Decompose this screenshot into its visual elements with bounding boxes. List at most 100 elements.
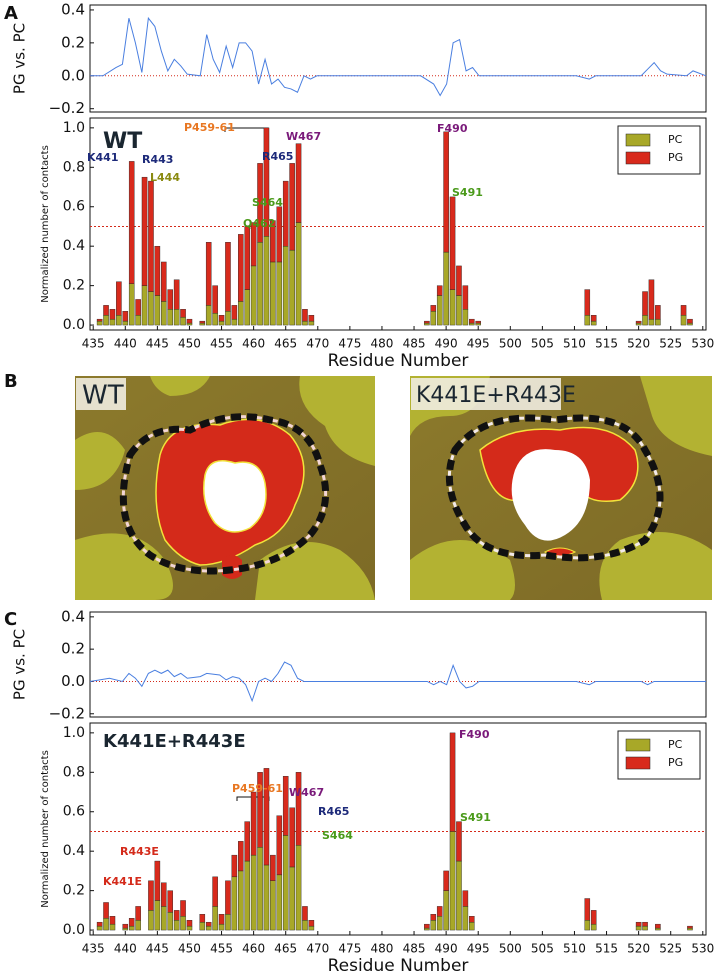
annotation: W467 (289, 786, 324, 799)
bar-segment (276, 874, 283, 931)
bar-segment (186, 925, 193, 931)
bar-segment (635, 921, 642, 927)
bar-segment (186, 920, 193, 927)
bar-segment (128, 918, 135, 927)
bar-segment (469, 921, 475, 931)
bar-segment (173, 309, 180, 326)
y-tick-label: 0.8 (63, 159, 85, 175)
bar-segment (289, 163, 295, 251)
bar-segment (244, 821, 250, 862)
bar-segment (244, 289, 250, 326)
bar-segment (199, 921, 206, 931)
legend-box (617, 730, 701, 780)
bar-segment (250, 854, 257, 931)
bar-segment (424, 320, 430, 324)
annotation: K441 (87, 151, 119, 164)
bar-segment (218, 320, 225, 326)
bar-segment (250, 791, 257, 856)
plot-frame (89, 722, 707, 936)
bar-segment (225, 880, 231, 915)
x-tick-label: 475 (338, 942, 361, 956)
bar-segment (212, 285, 218, 314)
bar-segment (443, 251, 449, 326)
bar-segment (642, 921, 648, 927)
annotation: F490 (459, 728, 490, 741)
bar-segment (148, 910, 154, 931)
bar-segment (257, 242, 263, 326)
bar-segment (648, 279, 655, 320)
x-axis-label: Residue Number (328, 351, 469, 371)
bar-segment (161, 906, 167, 931)
legend-label: PG (668, 151, 683, 164)
bar-segment (680, 315, 687, 326)
bar-segment (257, 772, 263, 848)
data-line (90, 16, 707, 97)
bar-segment (295, 143, 302, 223)
bar-segment (231, 305, 238, 320)
y-tick-label: 0.2 (63, 278, 85, 294)
x-tick-label: 480 (371, 942, 394, 956)
x-tick-label: 475 (338, 337, 361, 351)
legend-label: PG (668, 756, 683, 769)
x-tick-label: 485 (403, 942, 426, 956)
bar-segment (282, 180, 289, 247)
y-tick-label: 0.2 (61, 640, 85, 658)
bar-segment (154, 245, 161, 296)
bar-segment (96, 318, 103, 322)
bar-segment (642, 925, 648, 931)
bar-segment (308, 925, 315, 931)
x-axis-label: Residue Number (328, 956, 469, 971)
bar-segment (635, 925, 642, 931)
legend-label: PC (668, 133, 683, 146)
bar-segment (462, 309, 469, 326)
bar-segment (122, 311, 129, 322)
y-tick-label: 0.0 (61, 66, 85, 84)
bar-segment (231, 876, 238, 931)
bar-segment (449, 831, 456, 931)
x-tick-label: 530 (691, 337, 714, 351)
bar-segment (456, 860, 462, 931)
bar-segment (680, 305, 687, 316)
bar-segment (456, 295, 462, 326)
bar-segment (212, 876, 218, 907)
bar-segment (456, 265, 462, 296)
bar-segment (590, 910, 597, 925)
bar-segment (238, 841, 244, 872)
bar-segment (430, 305, 437, 312)
bar-segment (231, 854, 238, 878)
bar-segment (449, 732, 456, 832)
bar-segment (96, 320, 103, 326)
annotation: F490 (437, 122, 468, 135)
y-axis-label: Normalized number of contacts (40, 750, 51, 908)
bar-segment (199, 914, 206, 923)
bar-segment (109, 318, 116, 326)
bar-segment (135, 920, 141, 931)
y-tick-label: 0.6 (63, 199, 85, 215)
annotation: W467 (286, 130, 321, 143)
bar-segment (116, 281, 122, 316)
bar-segment (141, 176, 148, 286)
annotation: S491 (452, 186, 483, 199)
y-tick-label: −0.2 (49, 99, 85, 117)
bar-segment (295, 772, 302, 846)
bar-segment (469, 322, 475, 326)
bar-segment (462, 285, 469, 310)
y-tick-label: 0.2 (61, 33, 85, 51)
bar-segment (584, 920, 591, 931)
bar-segment (205, 242, 212, 306)
x-tick-label: 510 (563, 942, 586, 956)
bar-segment (199, 320, 206, 324)
bar-segment (687, 927, 693, 931)
bar-segment (180, 309, 186, 318)
x-tick-label: 515 (595, 337, 618, 351)
bar-segment (128, 925, 135, 931)
bar-segment (225, 914, 231, 931)
bar-segment (180, 900, 186, 917)
y-tick-label: 0.4 (61, 607, 85, 625)
bar-segment (436, 906, 443, 917)
bar-segment (456, 821, 462, 862)
annotation: R443 (142, 153, 173, 166)
y-tick-label: 1.0 (63, 120, 85, 136)
